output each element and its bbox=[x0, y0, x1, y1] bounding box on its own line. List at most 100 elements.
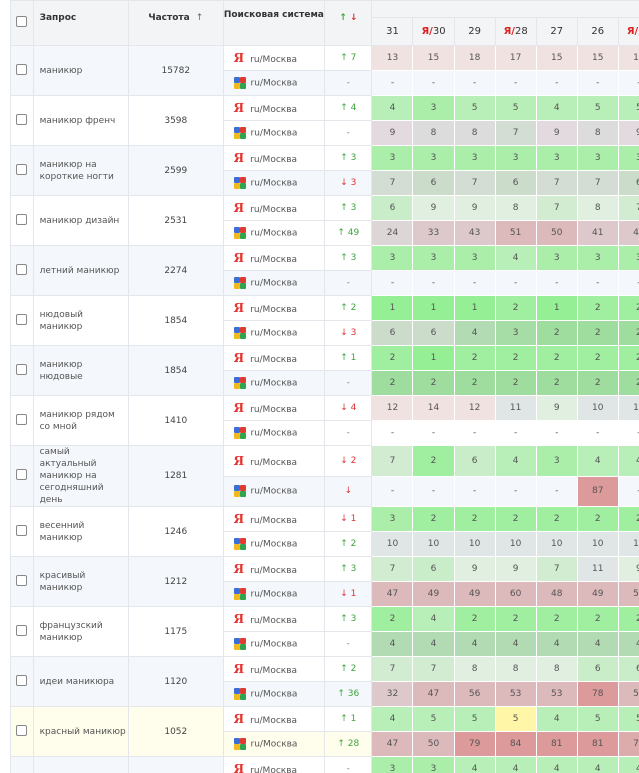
position-cell[interactable]: 49 bbox=[412, 581, 455, 607]
position-cell[interactable]: 5 bbox=[453, 95, 496, 121]
position-cell[interactable]: 2 bbox=[576, 320, 619, 346]
position-cell[interactable]: 47 bbox=[371, 581, 414, 607]
position-cell[interactable]: 4 bbox=[617, 445, 639, 477]
position-cell[interactable]: 5 bbox=[494, 706, 537, 732]
position-cell[interactable]: - bbox=[617, 70, 639, 96]
position-cell[interactable]: - bbox=[617, 475, 639, 507]
position-cell[interactable]: - bbox=[576, 420, 619, 446]
position-cell[interactable]: 6 bbox=[617, 656, 639, 682]
position-cell[interactable]: 84 bbox=[494, 731, 537, 757]
position-cell[interactable]: 78 bbox=[576, 681, 619, 707]
row-checkbox[interactable] bbox=[16, 624, 28, 636]
position-cell[interactable]: 4 bbox=[576, 756, 619, 773]
row-checkbox[interactable] bbox=[16, 163, 28, 175]
position-cell[interactable]: 2 bbox=[371, 606, 414, 632]
position-cell[interactable]: - bbox=[576, 70, 619, 96]
query-text[interactable]: красный маникюр bbox=[32, 706, 130, 757]
position-cell[interactable]: 4 bbox=[371, 631, 414, 657]
position-cell[interactable]: 1 bbox=[453, 295, 496, 321]
position-cell[interactable]: 4 bbox=[412, 631, 455, 657]
position-cell[interactable]: 72 bbox=[617, 731, 639, 757]
position-cell[interactable]: 4 bbox=[576, 445, 619, 477]
position-cell[interactable]: 4 bbox=[494, 445, 537, 477]
position-cell[interactable]: 4 bbox=[494, 245, 537, 271]
position-cell[interactable]: 81 bbox=[535, 731, 578, 757]
position-cell[interactable]: 8 bbox=[494, 656, 537, 682]
position-cell[interactable]: 2 bbox=[617, 370, 639, 396]
position-cell[interactable]: 2 bbox=[371, 345, 414, 371]
row-checkbox[interactable] bbox=[16, 524, 28, 536]
position-cell[interactable]: 7 bbox=[371, 656, 414, 682]
query-text[interactable]: маникюр рядом со мной bbox=[32, 395, 130, 446]
position-cell[interactable]: 3 bbox=[453, 245, 496, 271]
position-cell[interactable]: 7 bbox=[371, 556, 414, 582]
position-cell[interactable]: 4 bbox=[494, 631, 537, 657]
position-cell[interactable]: 9 bbox=[617, 120, 639, 146]
position-cell[interactable]: 87 bbox=[576, 475, 619, 507]
position-cell[interactable]: 13 bbox=[371, 45, 414, 71]
position-cell[interactable]: - bbox=[535, 270, 578, 296]
row-checkbox[interactable] bbox=[16, 469, 28, 480]
position-cell[interactable]: 56 bbox=[453, 681, 496, 707]
row-checkbox[interactable] bbox=[16, 363, 28, 375]
position-cell[interactable]: 8 bbox=[453, 656, 496, 682]
position-cell[interactable]: 2 bbox=[576, 606, 619, 632]
position-cell[interactable]: 6 bbox=[412, 556, 455, 582]
column-day[interactable]: 27 bbox=[535, 17, 578, 46]
position-cell[interactable]: 2 bbox=[617, 320, 639, 346]
query-text[interactable]: идеи маникюра bbox=[32, 656, 130, 707]
position-cell[interactable]: 2 bbox=[494, 345, 537, 371]
row-checkbox[interactable] bbox=[16, 263, 28, 275]
row-checkbox[interactable] bbox=[16, 674, 28, 686]
position-cell[interactable]: - bbox=[494, 420, 537, 446]
position-cell[interactable]: 4 bbox=[371, 95, 414, 121]
position-cell[interactable]: 5 bbox=[617, 95, 639, 121]
position-cell[interactable]: 6 bbox=[453, 445, 496, 477]
position-cell[interactable]: 4 bbox=[453, 631, 496, 657]
position-cell[interactable]: 49 bbox=[453, 581, 496, 607]
position-cell[interactable]: 48 bbox=[535, 581, 578, 607]
position-cell[interactable]: 2 bbox=[494, 506, 537, 532]
column-day[interactable]: 31 bbox=[371, 17, 414, 46]
position-cell[interactable]: - bbox=[535, 420, 578, 446]
position-cell[interactable]: 47 bbox=[371, 731, 414, 757]
position-cell[interactable]: 2 bbox=[412, 370, 455, 396]
position-cell[interactable]: 4 bbox=[535, 706, 578, 732]
query-text[interactable]: нежный маникюр bbox=[32, 756, 130, 773]
position-cell[interactable]: 15 bbox=[576, 45, 619, 71]
position-cell[interactable]: 7 bbox=[535, 170, 578, 196]
position-cell[interactable]: 6 bbox=[576, 656, 619, 682]
position-cell[interactable]: 7 bbox=[535, 556, 578, 582]
query-text[interactable]: нюдовый маникюр bbox=[32, 295, 130, 346]
position-cell[interactable]: 10 bbox=[617, 395, 639, 421]
position-cell[interactable]: 2 bbox=[576, 370, 619, 396]
position-cell[interactable]: - bbox=[494, 475, 537, 507]
position-cell[interactable]: 7 bbox=[617, 195, 639, 221]
query-text[interactable]: самый актуальный маникюр на сегодняшний … bbox=[32, 445, 130, 507]
row-checkbox[interactable] bbox=[16, 724, 28, 736]
position-cell[interactable]: 6 bbox=[412, 320, 455, 346]
position-cell[interactable]: 9 bbox=[535, 395, 578, 421]
position-cell[interactable]: 2 bbox=[617, 506, 639, 532]
position-cell[interactable]: 12 bbox=[371, 395, 414, 421]
position-cell[interactable]: - bbox=[453, 70, 496, 96]
position-cell[interactable]: - bbox=[453, 270, 496, 296]
position-cell[interactable]: 2 bbox=[535, 506, 578, 532]
position-cell[interactable]: 2 bbox=[535, 606, 578, 632]
query-text[interactable]: красивый маникюр bbox=[32, 556, 130, 607]
position-cell[interactable]: 49 bbox=[576, 581, 619, 607]
column-day[interactable]: Я/25 bbox=[617, 17, 639, 46]
position-cell[interactable]: 6 bbox=[371, 320, 414, 346]
position-cell[interactable]: - bbox=[371, 420, 414, 446]
position-cell[interactable]: 4 bbox=[617, 631, 639, 657]
position-cell[interactable]: 7 bbox=[576, 170, 619, 196]
position-cell[interactable]: 2 bbox=[617, 295, 639, 321]
position-cell[interactable]: 3 bbox=[371, 145, 414, 171]
position-cell[interactable]: 4 bbox=[617, 756, 639, 773]
position-cell[interactable]: 3 bbox=[535, 445, 578, 477]
position-cell[interactable]: 4 bbox=[371, 706, 414, 732]
position-cell[interactable]: 10 bbox=[535, 531, 578, 557]
position-cell[interactable]: 53 bbox=[617, 681, 639, 707]
position-cell[interactable]: 3 bbox=[412, 756, 455, 773]
position-cell[interactable]: 7 bbox=[371, 445, 414, 477]
